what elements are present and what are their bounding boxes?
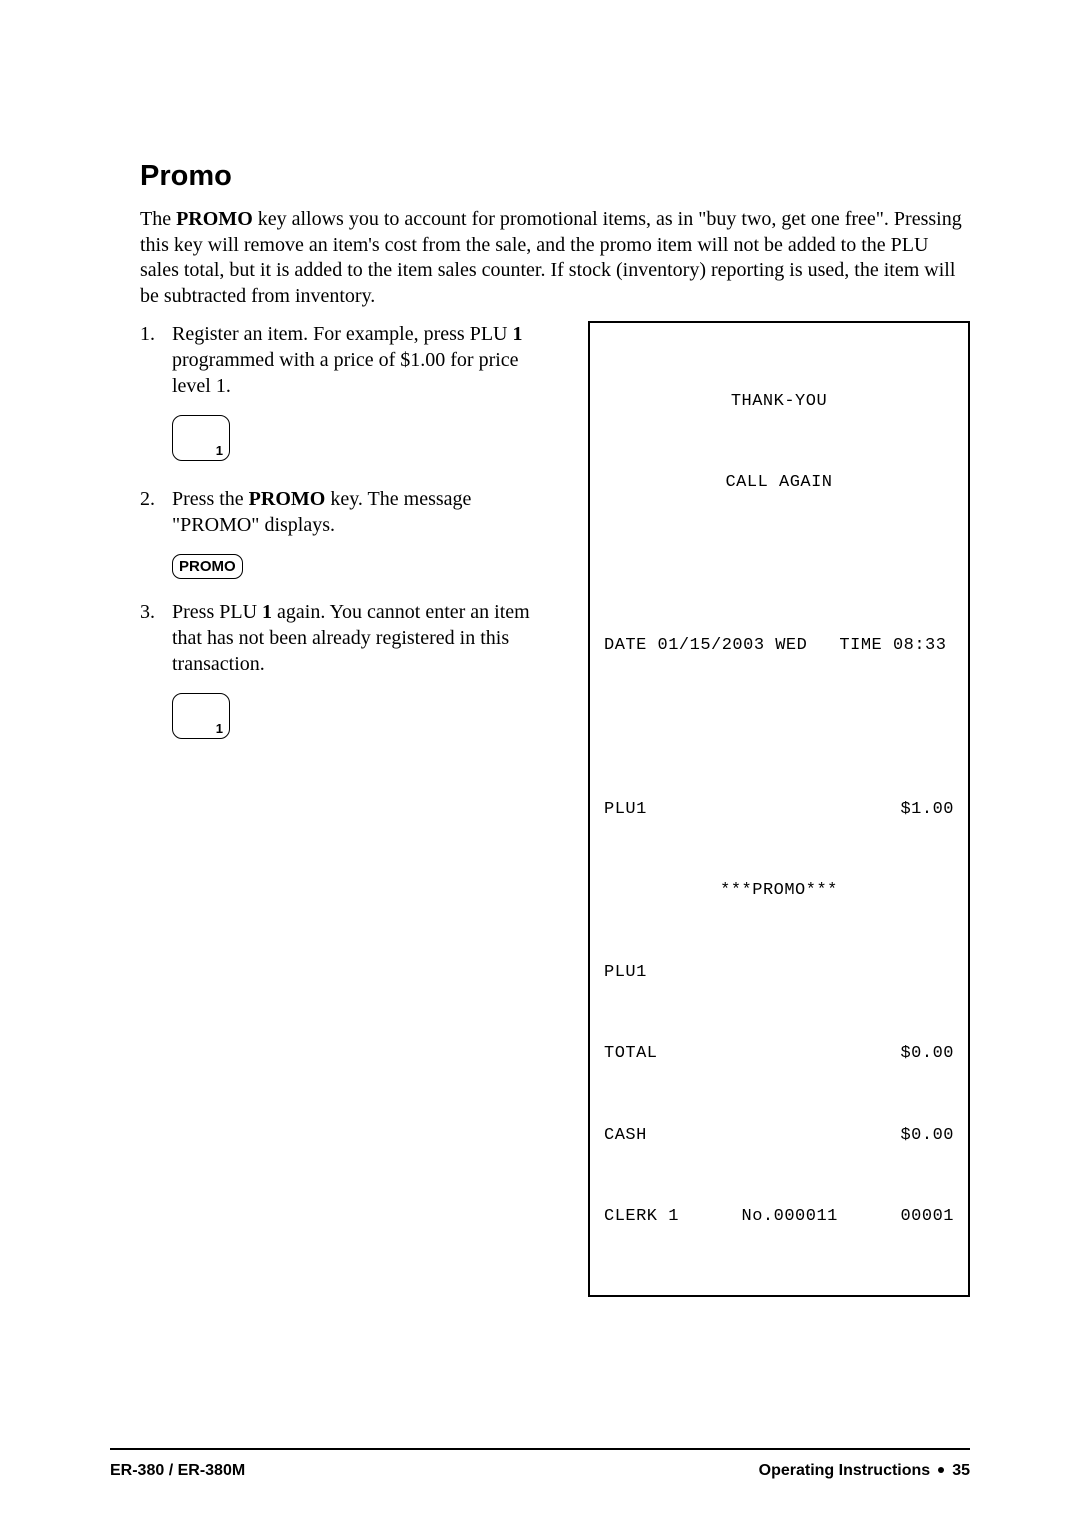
section-title: Promo xyxy=(140,160,970,193)
receipt-cash-line: CASH $0.00 xyxy=(604,1122,954,1149)
receipt-clerk-no: No.000011 xyxy=(742,1203,838,1230)
receipt-cash-amount: $0.00 xyxy=(900,1122,954,1149)
receipt-total-label: TOTAL xyxy=(604,1040,658,1067)
intro-paragraph: The PROMO key allows you to account for … xyxy=(140,207,970,309)
receipt-cash-label: CASH xyxy=(604,1122,647,1149)
key-1-illustration-1 xyxy=(140,415,560,466)
step-2-number: 2. xyxy=(140,486,172,538)
key-promo-icon: PROMO xyxy=(172,554,243,579)
receipt-display: THANK-YOU CALL AGAIN DATE 01/15/2003 WED… xyxy=(588,321,970,1297)
page-footer: ER-380 / ER-380M Operating Instructions 3… xyxy=(110,1462,970,1480)
intro-text-2: key allows you to account for promotiona… xyxy=(140,208,962,307)
step-1-text-a: Register an item. For example, press PLU xyxy=(172,323,513,345)
receipt-clerk-line: CLERK 1 No.000011 00001 xyxy=(604,1203,954,1230)
footer-page-number: 35 xyxy=(952,1462,970,1479)
receipt-total-amount: $0.00 xyxy=(900,1040,954,1067)
receipt-plu1-label: PLU1 xyxy=(604,796,647,823)
receipt-plu1-amount: $1.00 xyxy=(900,796,954,823)
receipt-promo-line: ***PROMO*** xyxy=(604,877,954,904)
key-1-icon-2 xyxy=(172,693,230,739)
receipt-header-2: CALL AGAIN xyxy=(604,469,954,496)
step-3-text-a: Press PLU xyxy=(172,601,262,623)
key-1-icon xyxy=(172,415,230,461)
step-3-text-b: 1 xyxy=(262,601,272,623)
key-promo-illustration: PROMO xyxy=(140,554,560,579)
key-1-illustration-2 xyxy=(140,693,560,744)
receipt-clerk-label: CLERK 1 xyxy=(604,1203,679,1230)
receipt-plu1-label-2: PLU1 xyxy=(604,959,954,986)
step-2-text-b: PROMO xyxy=(249,488,326,510)
receipt-blank-2 xyxy=(604,714,954,741)
step-3-body: Press PLU 1 again. You cannot enter an i… xyxy=(172,599,560,677)
bullet-icon xyxy=(938,1467,944,1473)
step-2-body: Press the PROMO key. The message "PROMO"… xyxy=(172,486,560,538)
receipt-date-line: DATE 01/15/2003 WED TIME 08:33 xyxy=(604,632,954,659)
receipt-plu1-line: PLU1 $1.00 xyxy=(604,796,954,823)
step-3-number: 3. xyxy=(140,599,172,677)
step-3: 3. Press PLU 1 again. You cannot enter a… xyxy=(140,599,560,677)
intro-bold-promo: PROMO xyxy=(176,208,253,230)
intro-text-1: The xyxy=(140,208,176,230)
receipt-clerk-seq: 00001 xyxy=(900,1203,954,1230)
footer-right-text: Operating Instructions xyxy=(759,1462,931,1479)
step-1-text-c: programmed with a price of $1.00 for pri… xyxy=(172,349,519,397)
receipt-total-line: TOTAL $0.00 xyxy=(604,1040,954,1067)
receipt-header-1: THANK-YOU xyxy=(604,388,954,415)
step-1-body: Register an item. For example, press PLU… xyxy=(172,321,560,399)
footer-right: Operating Instructions 35 xyxy=(759,1462,970,1480)
step-2-text-a: Press the xyxy=(172,488,249,510)
footer-divider xyxy=(110,1448,970,1450)
receipt-blank-1 xyxy=(604,551,954,578)
footer-left: ER-380 / ER-380M xyxy=(110,1462,245,1480)
step-1-text-b: 1 xyxy=(513,323,523,345)
step-1: 1. Register an item. For example, press … xyxy=(140,321,560,399)
steps-column: 1. Register an item. For example, press … xyxy=(140,321,560,764)
step-2: 2. Press the PROMO key. The message "PRO… xyxy=(140,486,560,538)
step-1-number: 1. xyxy=(140,321,172,399)
